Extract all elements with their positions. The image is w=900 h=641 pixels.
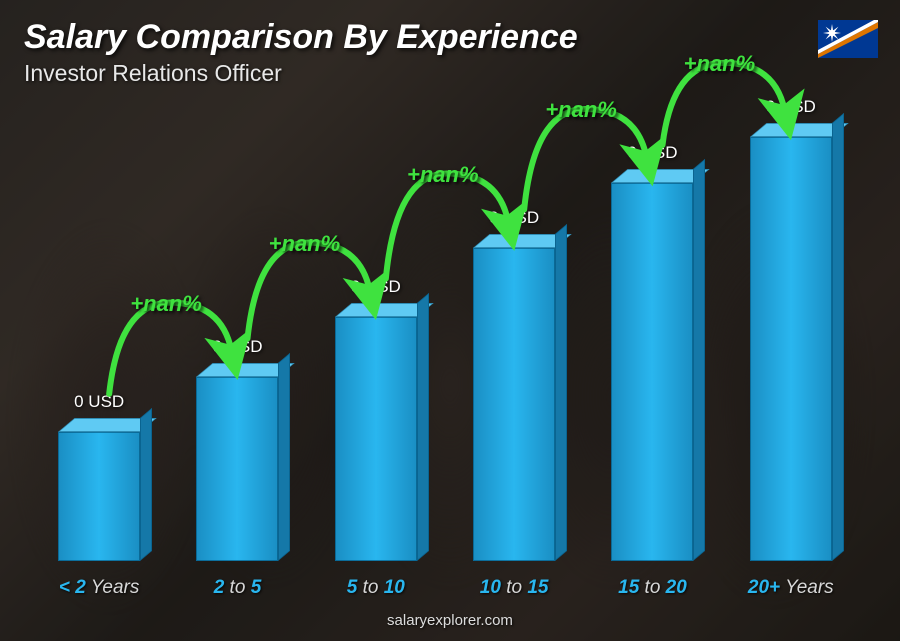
increase-percent-label: +nan% xyxy=(269,231,341,257)
chart-area: 0 USD0 USD0 USD0 USD0 USD0 USD +nan%+nan… xyxy=(30,100,860,561)
x-axis-label: < 2 Years xyxy=(31,577,168,599)
increase-percent-label: +nan% xyxy=(684,51,756,77)
x-axis-label: 15 to 20 xyxy=(584,577,721,599)
x-axis-label: 5 to 10 xyxy=(307,577,444,599)
increase-percent-label: +nan% xyxy=(545,97,617,123)
footer-credit: salaryexplorer.com xyxy=(0,612,900,629)
chart-subtitle: Investor Relations Officer xyxy=(24,60,282,87)
x-axis-labels: < 2 Years2 to 55 to 1010 to 1515 to 2020… xyxy=(30,577,860,599)
x-axis-label: 10 to 15 xyxy=(446,577,583,599)
increase-percent-label: +nan% xyxy=(407,162,479,188)
x-axis-label: 2 to 5 xyxy=(169,577,306,599)
infographic-container: Salary Comparison By Experience Investor… xyxy=(0,0,900,641)
increase-percent-label: +nan% xyxy=(130,291,202,317)
flag-icon xyxy=(818,20,878,58)
percent-labels-layer: +nan%+nan%+nan%+nan%+nan% xyxy=(30,100,860,561)
chart-title: Salary Comparison By Experience xyxy=(24,18,578,57)
x-axis-label: 20+ Years xyxy=(722,577,859,599)
